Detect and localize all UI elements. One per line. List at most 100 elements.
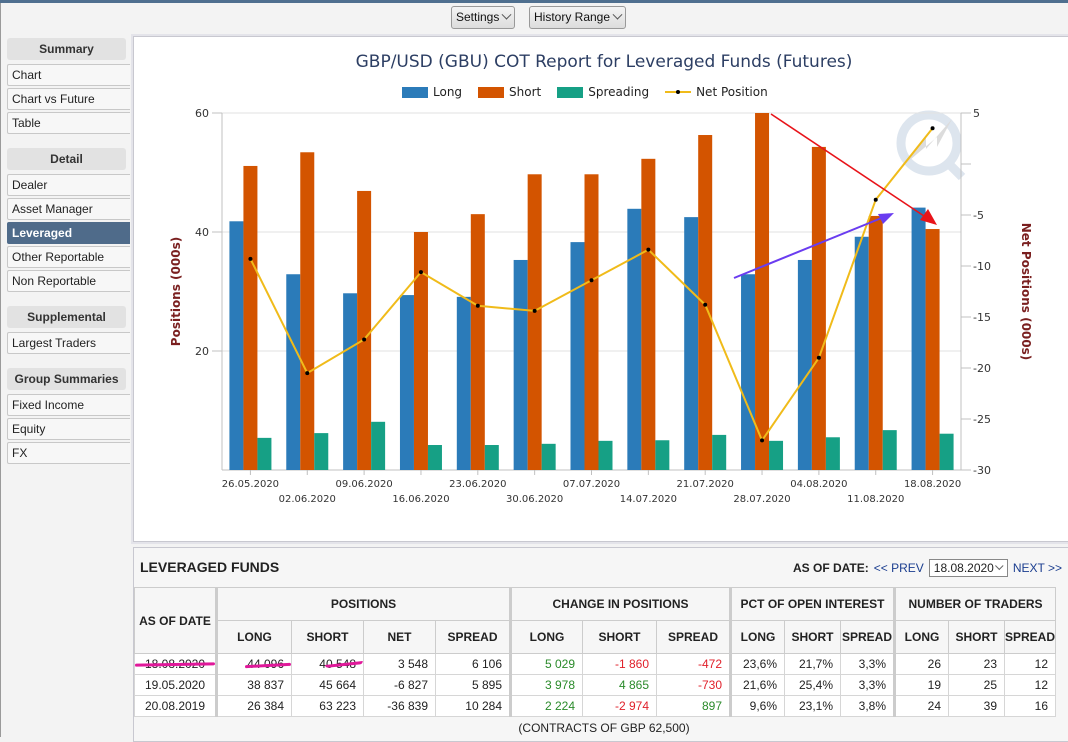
- legend-item-net-position[interactable]: Net Position: [665, 85, 768, 99]
- bar-long[interactable]: [627, 208, 642, 471]
- y2-tick-label: -15: [973, 311, 991, 324]
- sidebar-item-largest-traders[interactable]: Largest Traders: [7, 332, 130, 354]
- bar-long[interactable]: [456, 296, 471, 470]
- net-position-point[interactable]: [873, 197, 878, 202]
- bar-spreading[interactable]: [825, 437, 840, 470]
- net-position-point[interactable]: [418, 270, 423, 275]
- net-position-point[interactable]: [930, 126, 935, 131]
- chart-svg: 20 40 60 5 -5 -10 -15 -20 -25 -30 Positions (000s)…: [169, 107, 1033, 505]
- date-select[interactable]: 18.08.2020: [928, 559, 1008, 577]
- legend-label: Net Position: [696, 85, 768, 99]
- x-tick-label: 28.07.2020: [733, 494, 790, 505]
- legend-swatch: [478, 86, 505, 98]
- bar-short[interactable]: [811, 146, 826, 470]
- bar-short[interactable]: [527, 174, 542, 470]
- sidebar-item-equity[interactable]: Equity: [7, 418, 130, 440]
- column-header-short: SHORT: [948, 620, 1005, 654]
- bar-spreading[interactable]: [371, 421, 386, 470]
- x-tick-label: 23.06.2020: [449, 479, 506, 490]
- watermark-bolt-icon: [904, 119, 952, 165]
- sidebar-item-chart[interactable]: Chart: [7, 64, 130, 86]
- sidebar-item-fx[interactable]: FX: [7, 442, 130, 464]
- bar-short[interactable]: [300, 152, 315, 470]
- y-tick-label: 20: [195, 345, 209, 358]
- bar-short[interactable]: [925, 229, 940, 470]
- net-position-point[interactable]: [703, 302, 708, 307]
- bar-spreading[interactable]: [939, 433, 954, 470]
- bar-short[interactable]: [357, 190, 372, 470]
- legend-label: Spreading: [588, 85, 650, 99]
- bar-spreading[interactable]: [314, 433, 329, 470]
- net-position-point[interactable]: [646, 247, 651, 252]
- net-position-point[interactable]: [760, 438, 765, 443]
- prev-link[interactable]: << PREV: [873, 561, 924, 575]
- table-cell: 24: [893, 695, 949, 717]
- net-position-point[interactable]: [532, 308, 537, 313]
- bar-short[interactable]: [243, 165, 258, 470]
- bar-long[interactable]: [911, 207, 926, 471]
- bar-long[interactable]: [741, 274, 756, 470]
- bar-short[interactable]: [470, 214, 485, 470]
- legend-item-spreading[interactable]: Spreading: [557, 85, 649, 99]
- bar-long[interactable]: [684, 217, 699, 470]
- bar-short[interactable]: [413, 232, 428, 470]
- table-cell: 19: [893, 674, 949, 696]
- sidebar-gap: [7, 136, 130, 148]
- x-tick-label: 11.08.2020: [847, 494, 904, 505]
- net-position-point[interactable]: [589, 278, 594, 283]
- table-cell: 12: [1003, 653, 1057, 675]
- bar-spreading[interactable]: [712, 434, 727, 470]
- bar-long[interactable]: [343, 293, 358, 470]
- table-cell: -2 974: [582, 695, 657, 717]
- sidebar-heading-supplemental: Supplemental: [7, 306, 126, 328]
- chart-title: GBP/USD (GBU) COT Report for Leveraged F…: [355, 52, 853, 72]
- bar-long[interactable]: [513, 259, 528, 470]
- bar-long[interactable]: [797, 259, 812, 470]
- bar-spreading[interactable]: [882, 430, 897, 470]
- sidebar-item-dealer[interactable]: Dealer: [7, 174, 130, 196]
- bar-long[interactable]: [854, 236, 869, 470]
- sidebar-item-chart-vs-future[interactable]: Chart vs Future: [7, 88, 130, 110]
- net-position-point[interactable]: [305, 371, 310, 376]
- sidebar-item-non-reportable[interactable]: Non Reportable: [7, 270, 130, 292]
- sidebar-item-other-reportable[interactable]: Other Reportable: [7, 246, 130, 268]
- bar-spreading[interactable]: [427, 445, 442, 470]
- settings-dropdown[interactable]: Settings: [451, 6, 516, 29]
- sidebar-item-leveraged[interactable]: Leveraged: [7, 222, 130, 244]
- bar-short[interactable]: [641, 158, 656, 470]
- legend-item-short[interactable]: Short: [478, 85, 541, 99]
- sidebar-item-fixed-income[interactable]: Fixed Income: [7, 394, 130, 416]
- column-header-spread: SPREAD: [435, 620, 511, 654]
- bar-long[interactable]: [286, 274, 301, 470]
- net-position-point[interactable]: [475, 303, 480, 308]
- table-cell: 5 895: [435, 674, 511, 696]
- legend-swatch: [557, 86, 584, 98]
- bar-spreading[interactable]: [769, 440, 784, 470]
- bar-short[interactable]: [584, 174, 599, 470]
- as-of-date-label: AS OF DATE:: [792, 561, 869, 575]
- sidebar-item-table[interactable]: Table: [7, 112, 130, 134]
- legend-item-long[interactable]: Long: [402, 85, 462, 99]
- sidebar-item-asset-manager[interactable]: Asset Manager: [7, 198, 130, 220]
- bar-short[interactable]: [698, 135, 713, 470]
- bar-long[interactable]: [229, 221, 244, 470]
- bar-spreading[interactable]: [598, 440, 613, 470]
- bar-long[interactable]: [570, 242, 585, 470]
- bar-long[interactable]: [399, 295, 414, 470]
- next-link[interactable]: NEXT >>: [1012, 561, 1062, 575]
- legend-label: Long: [433, 85, 463, 99]
- bar-short[interactable]: [868, 215, 883, 470]
- purple-arrowhead-icon: [878, 213, 894, 224]
- net-position-point[interactable]: [248, 256, 253, 261]
- bar-spreading[interactable]: [484, 445, 499, 470]
- bar-spreading[interactable]: [257, 437, 272, 470]
- table-cell: 9,6%: [729, 695, 785, 717]
- bar-spreading[interactable]: [655, 440, 670, 470]
- net-position-point[interactable]: [362, 337, 367, 342]
- chart-panel: GBP/USD (GBU) COT Report for Leveraged F…: [131, 34, 1068, 544]
- red-annotation-arrow: [770, 113, 928, 219]
- history-range-dropdown[interactable]: History Range: [529, 6, 627, 29]
- bar-spreading[interactable]: [541, 443, 556, 470]
- bar-short[interactable]: [755, 113, 770, 470]
- net-position-point[interactable]: [816, 355, 821, 360]
